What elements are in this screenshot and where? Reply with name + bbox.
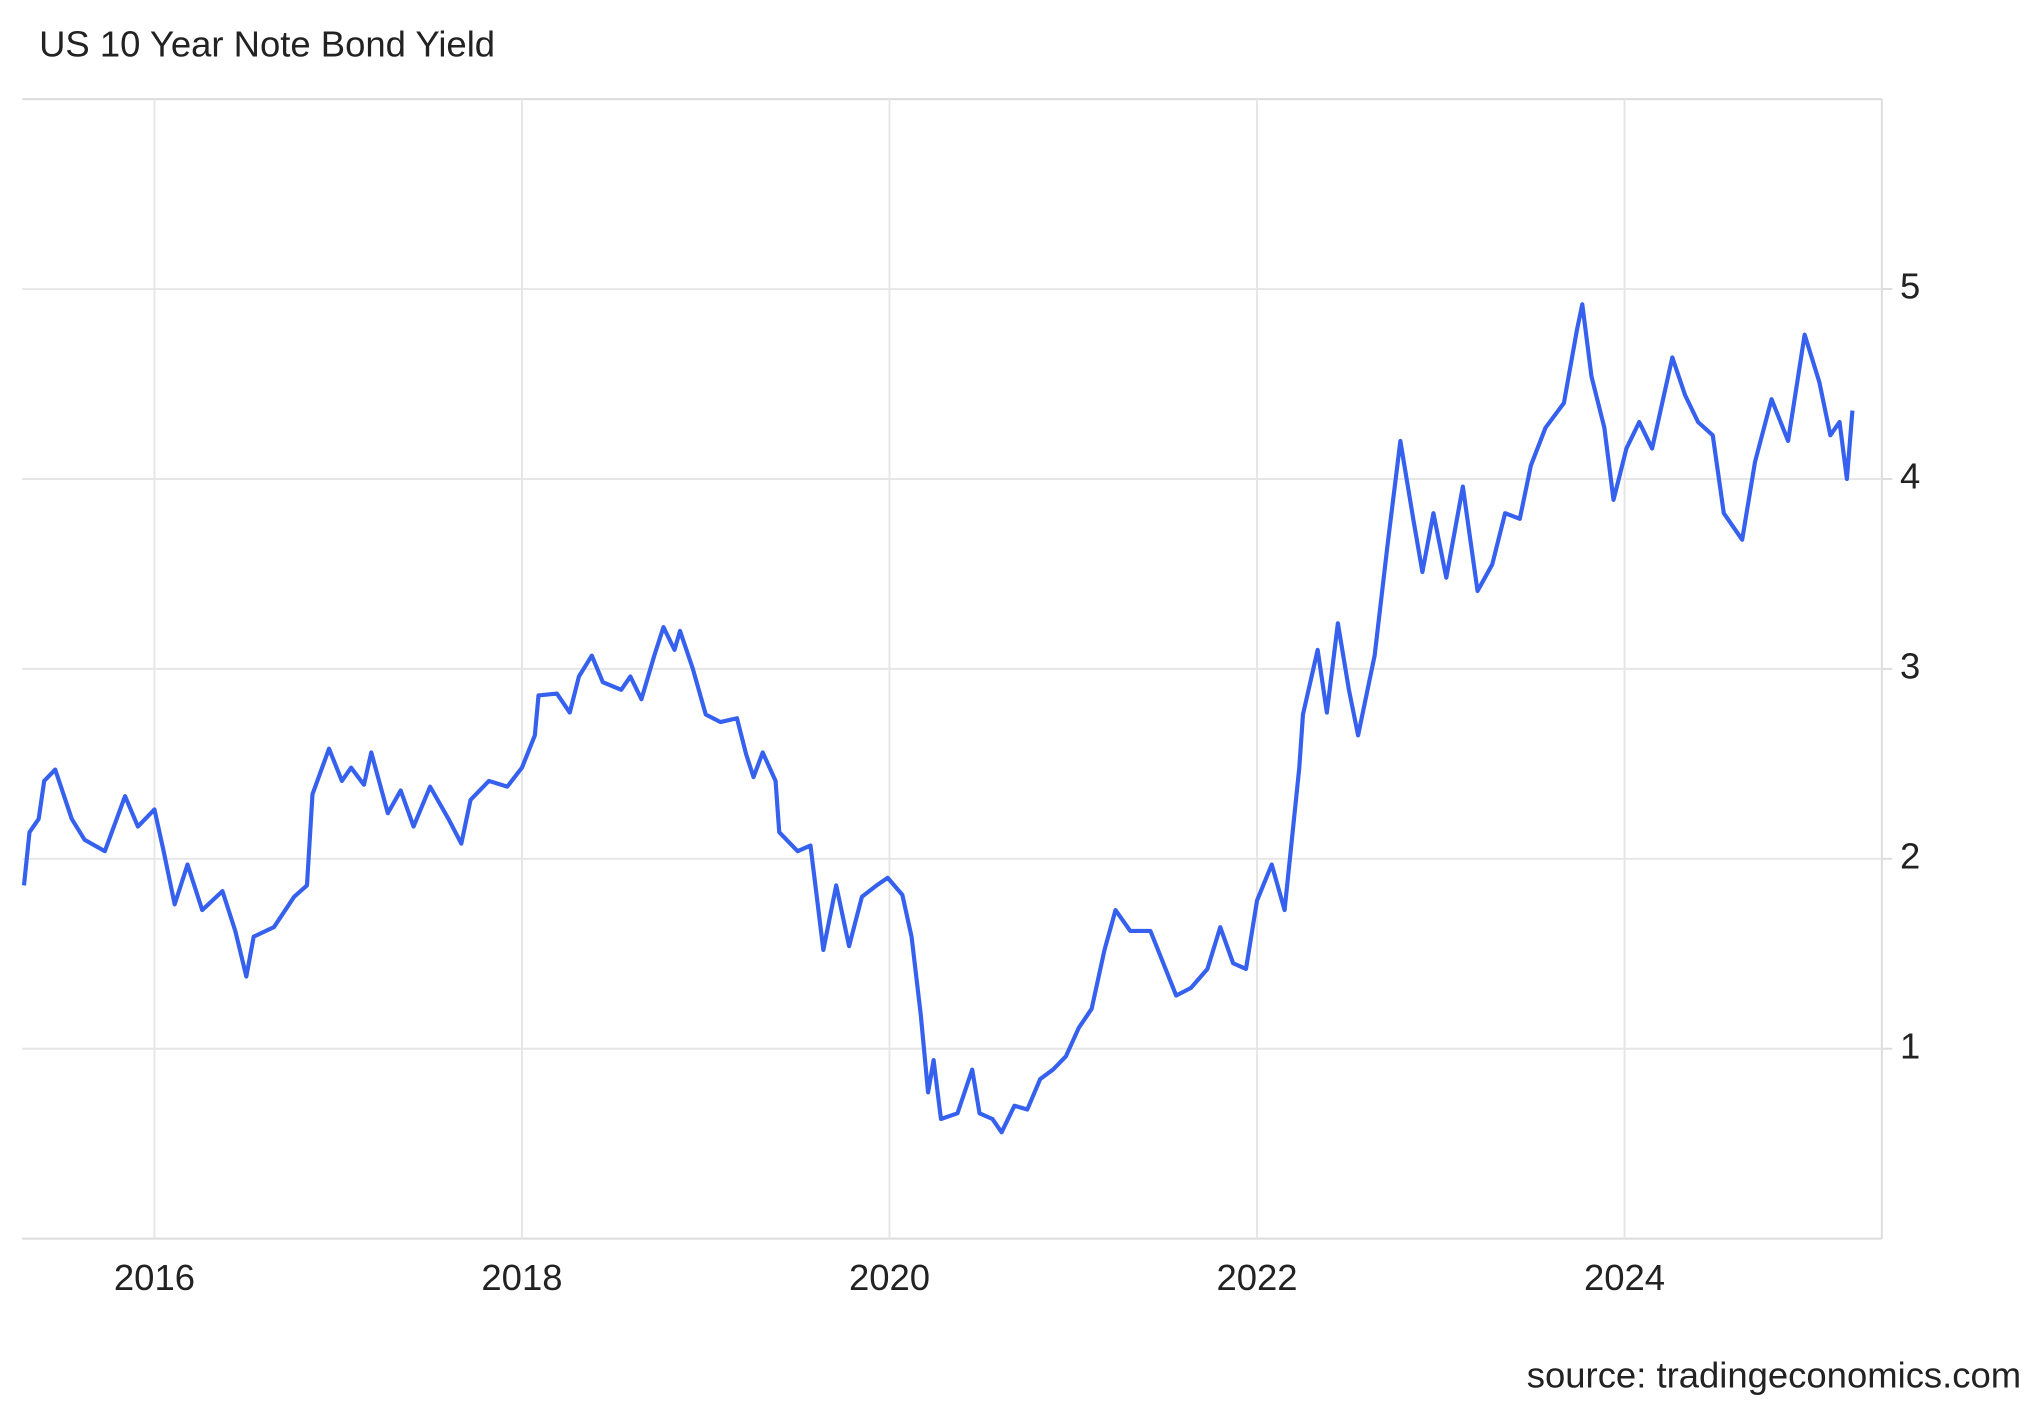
- y-tick-label: 4: [1900, 456, 1920, 497]
- x-tick-label: 2016: [114, 1257, 195, 1298]
- x-tick-label: 2022: [1216, 1257, 1297, 1298]
- chart-title: US 10 Year Note Bond Yield: [39, 24, 495, 65]
- x-tick-label: 2018: [481, 1257, 562, 1298]
- y-tick-label: 5: [1900, 266, 1920, 307]
- y-tick-label: 3: [1900, 646, 1920, 687]
- source-note: source: tradingeconomics.com: [1527, 1355, 2021, 1396]
- x-tick-label: 2024: [1584, 1257, 1665, 1298]
- data-line: [21, 302, 1855, 1135]
- y-tick-label: 2: [1900, 835, 1920, 876]
- y-tick-label: 1: [1900, 1025, 1920, 1066]
- x-tick-label: 2020: [849, 1257, 930, 1298]
